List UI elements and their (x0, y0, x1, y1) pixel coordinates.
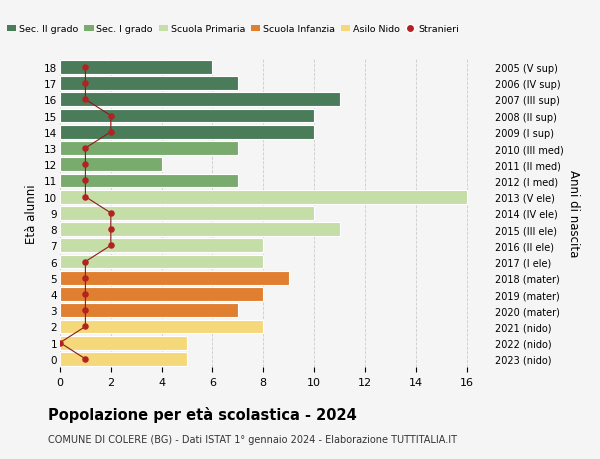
Bar (60, 174, 238, 188)
Point (80, 64, 90, 72)
Bar (60, 93, 340, 107)
Bar (60, 109, 314, 123)
Point (80, 258, 90, 266)
Bar (60, 223, 340, 236)
Bar (60, 304, 238, 318)
Point (106, 226, 116, 233)
Bar (60, 61, 212, 75)
Bar (60, 352, 187, 366)
Point (80, 274, 90, 282)
Bar (60, 255, 263, 269)
Point (106, 210, 116, 217)
Text: Popolazione per età scolastica - 2024: Popolazione per età scolastica - 2024 (48, 406, 357, 422)
Bar (60, 77, 238, 91)
Point (80, 307, 90, 314)
Bar (60, 126, 314, 140)
Point (80, 194, 90, 201)
Bar (60, 320, 263, 334)
Bar (60, 287, 263, 301)
Point (80, 96, 90, 104)
Y-axis label: Anni di nascita: Anni di nascita (567, 170, 580, 257)
Bar (60, 142, 238, 156)
Bar (60, 207, 314, 220)
Point (80, 80, 90, 88)
Bar (60, 271, 289, 285)
Point (106, 112, 116, 120)
Legend: Sec. II grado, Sec. I grado, Scuola Primaria, Scuola Infanzia, Asilo Nido, Stran: Sec. II grado, Sec. I grado, Scuola Prim… (3, 21, 463, 38)
Point (80, 177, 90, 185)
Point (80, 323, 90, 330)
Y-axis label: Età alunni: Età alunni (25, 184, 38, 243)
Point (55, 339, 65, 347)
Point (106, 129, 116, 136)
Bar (60, 239, 263, 253)
Point (80, 145, 90, 152)
Bar (60, 158, 161, 172)
Bar (60, 190, 467, 204)
Bar (60, 336, 187, 350)
Text: COMUNE DI COLERE (BG) - Dati ISTAT 1° gennaio 2024 - Elaborazione TUTTITALIA.IT: COMUNE DI COLERE (BG) - Dati ISTAT 1° ge… (48, 434, 457, 444)
Point (80, 161, 90, 168)
Point (80, 291, 90, 298)
Point (106, 242, 116, 250)
Point (80, 355, 90, 363)
